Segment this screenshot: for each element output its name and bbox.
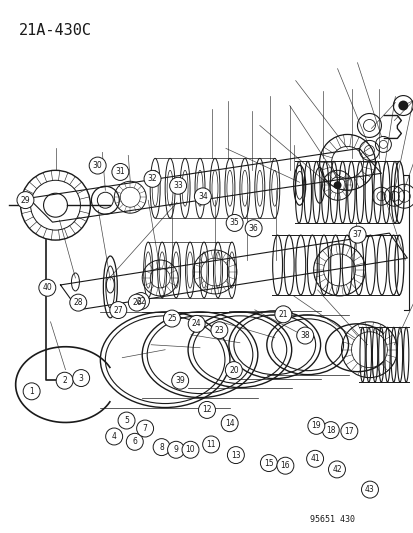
- Circle shape: [169, 177, 186, 194]
- Circle shape: [70, 294, 87, 311]
- Circle shape: [56, 372, 73, 389]
- Text: 21A-430C: 21A-430C: [19, 23, 91, 38]
- Circle shape: [348, 226, 365, 243]
- Text: 23: 23: [214, 326, 224, 335]
- Text: 7: 7: [142, 424, 147, 433]
- Text: 9: 9: [173, 445, 178, 454]
- Circle shape: [296, 327, 313, 344]
- Text: 37: 37: [352, 230, 362, 239]
- Text: 42: 42: [331, 465, 341, 474]
- Text: 38: 38: [300, 331, 309, 340]
- Text: 32: 32: [147, 174, 157, 183]
- Circle shape: [221, 415, 237, 432]
- Circle shape: [118, 412, 135, 429]
- Circle shape: [194, 188, 211, 205]
- Text: 6: 6: [132, 437, 137, 446]
- Text: 28: 28: [74, 298, 83, 307]
- Text: 18: 18: [325, 426, 335, 434]
- Circle shape: [274, 306, 291, 323]
- Text: 30: 30: [93, 161, 102, 170]
- Circle shape: [89, 157, 106, 174]
- Circle shape: [340, 423, 357, 440]
- Circle shape: [153, 439, 170, 456]
- Text: 40: 40: [43, 283, 52, 292]
- Circle shape: [167, 441, 184, 458]
- Text: 8: 8: [159, 442, 164, 451]
- Text: 5: 5: [124, 416, 129, 425]
- Text: 26: 26: [132, 298, 141, 307]
- Text: 25: 25: [167, 314, 176, 323]
- Circle shape: [23, 383, 40, 400]
- Circle shape: [333, 181, 341, 189]
- Circle shape: [306, 450, 323, 467]
- Circle shape: [361, 481, 377, 498]
- Text: 41: 41: [309, 454, 319, 463]
- Circle shape: [322, 422, 338, 439]
- Circle shape: [136, 420, 153, 437]
- Text: 33: 33: [173, 181, 183, 190]
- Circle shape: [163, 310, 180, 327]
- Circle shape: [144, 171, 161, 187]
- Text: 12: 12: [202, 406, 211, 415]
- Circle shape: [328, 461, 344, 478]
- Text: 95651 430: 95651 430: [309, 515, 354, 524]
- Circle shape: [105, 428, 122, 445]
- Circle shape: [171, 372, 188, 389]
- Circle shape: [260, 455, 277, 472]
- Circle shape: [128, 294, 145, 311]
- Circle shape: [307, 417, 324, 434]
- Circle shape: [276, 457, 293, 474]
- Circle shape: [17, 192, 34, 208]
- Circle shape: [225, 361, 242, 378]
- Circle shape: [112, 164, 128, 180]
- Text: 19: 19: [311, 422, 320, 430]
- Text: 16: 16: [280, 461, 290, 470]
- Circle shape: [397, 101, 407, 110]
- Text: 21: 21: [278, 310, 287, 319]
- Text: 29: 29: [21, 196, 30, 205]
- Text: 24: 24: [191, 319, 201, 328]
- Text: 31: 31: [115, 167, 125, 176]
- Circle shape: [182, 441, 199, 458]
- Circle shape: [132, 293, 149, 310]
- Circle shape: [198, 401, 215, 418]
- Circle shape: [73, 369, 89, 386]
- Text: 17: 17: [344, 427, 353, 435]
- Text: 20: 20: [228, 366, 238, 375]
- Text: 10: 10: [185, 445, 195, 454]
- Text: 34: 34: [197, 192, 207, 201]
- Circle shape: [225, 214, 242, 231]
- Text: 13: 13: [230, 450, 240, 459]
- Text: 22: 22: [136, 296, 145, 305]
- Text: 15: 15: [263, 458, 273, 467]
- Text: 39: 39: [175, 376, 185, 385]
- Circle shape: [210, 322, 227, 338]
- Text: 14: 14: [224, 419, 234, 427]
- Text: 1: 1: [29, 387, 34, 396]
- Text: 43: 43: [364, 485, 374, 494]
- Circle shape: [227, 447, 244, 464]
- Text: 35: 35: [229, 219, 239, 228]
- Text: 11: 11: [206, 440, 215, 449]
- Circle shape: [39, 279, 56, 296]
- Circle shape: [109, 302, 126, 319]
- Circle shape: [244, 220, 261, 237]
- Text: 3: 3: [78, 374, 83, 383]
- Circle shape: [202, 436, 219, 453]
- Text: 4: 4: [112, 432, 116, 441]
- Text: 27: 27: [113, 305, 123, 314]
- Text: 36: 36: [248, 224, 258, 233]
- Circle shape: [126, 433, 143, 450]
- Text: 2: 2: [62, 376, 67, 385]
- Circle shape: [188, 316, 205, 333]
